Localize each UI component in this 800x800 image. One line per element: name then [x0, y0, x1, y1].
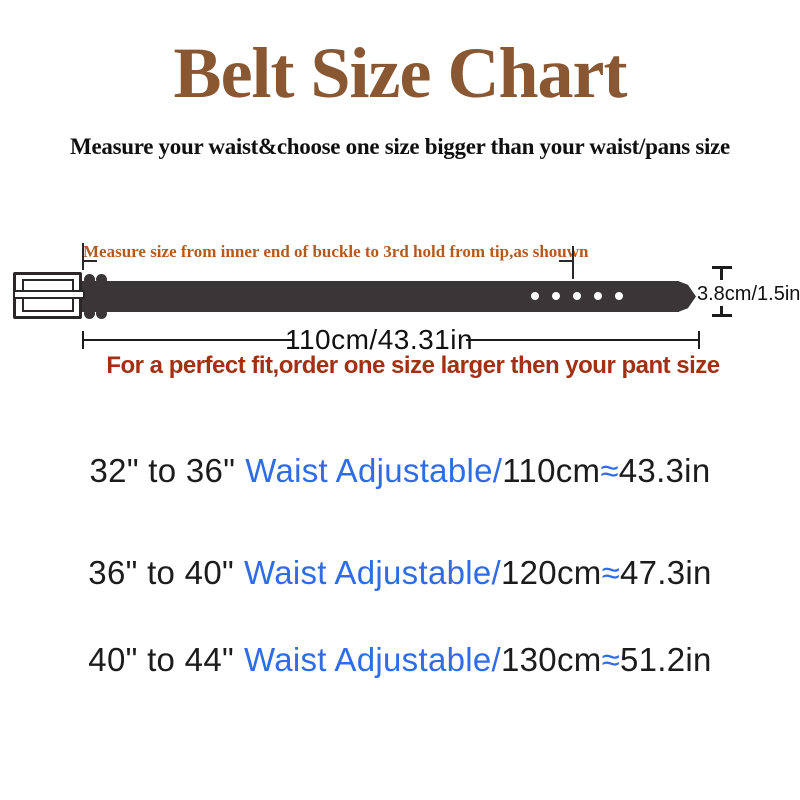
- belt-hole: [594, 292, 602, 300]
- belt-width-label: 3.8cm/1.5in: [697, 283, 800, 305]
- width-measure-top-stem: [720, 266, 723, 280]
- inch-value: 43.3in: [618, 452, 711, 489]
- adjustable-label: Waist Adjustable/: [244, 641, 501, 678]
- inch-value: 47.3in: [619, 554, 712, 591]
- page-title: Belt Size Chart: [173, 33, 628, 113]
- length-measure-right-line: [466, 339, 698, 341]
- belt-keeper-bump: [84, 308, 95, 319]
- belt-hole: [531, 292, 539, 300]
- cm-value: 110cm: [502, 452, 601, 489]
- belt-tip: [678, 281, 696, 312]
- belt-keeper-bump: [84, 274, 95, 285]
- fit-note: For a perfect fit,order one size larger …: [106, 352, 720, 379]
- waist-range: 36" to 40": [88, 554, 234, 591]
- approx-symbol: ≈: [601, 554, 620, 591]
- belt-strap: [82, 281, 679, 312]
- measure-bracket-left-foot: [84, 260, 97, 262]
- adjustable-label: Waist Adjustable/: [245, 452, 503, 489]
- length-measure-left-line: [84, 339, 294, 341]
- inch-value: 51.2in: [619, 641, 712, 678]
- belt-hole: [615, 292, 623, 300]
- size-row: 32" to 36" Waist Adjustable/110cm≈43.3in: [90, 452, 711, 490]
- belt-hole: [552, 292, 560, 300]
- width-measure-bottom-stem: [720, 306, 723, 316]
- width-measure-bottom-cap: [712, 314, 732, 317]
- cm-value: 120cm: [501, 554, 602, 591]
- measure-bracket-left: [82, 243, 84, 270]
- belt-length-label: 110cm/43.31in: [284, 324, 474, 355]
- approx-symbol: ≈: [601, 641, 620, 678]
- waist-range: 32" to 36": [89, 452, 236, 489]
- belt-keeper-bump: [96, 274, 107, 285]
- size-row: 40" to 44" Waist Adjustable/130cm≈51.2in: [88, 641, 711, 679]
- cm-value: 130cm: [501, 641, 602, 678]
- belt-buckle-prong: [13, 290, 85, 299]
- belt-keeper-bump: [96, 308, 107, 319]
- size-row: 36" to 40" Waist Adjustable/120cm≈47.3in: [88, 554, 711, 592]
- measure-annotation: Measure size from inner end of buckle to…: [83, 242, 589, 261]
- length-measure-left-tick: [82, 331, 84, 349]
- measure-bracket-right: [572, 246, 574, 279]
- waist-range: 40" to 44": [88, 641, 234, 678]
- length-measure-right-tick: [698, 331, 700, 349]
- subtitle: Measure your waist&choose one size bigge…: [70, 134, 730, 159]
- adjustable-label: Waist Adjustable/: [244, 554, 501, 591]
- approx-symbol: ≈: [600, 452, 619, 489]
- belt-hole: [573, 292, 581, 300]
- measure-bracket-right-foot: [559, 260, 572, 262]
